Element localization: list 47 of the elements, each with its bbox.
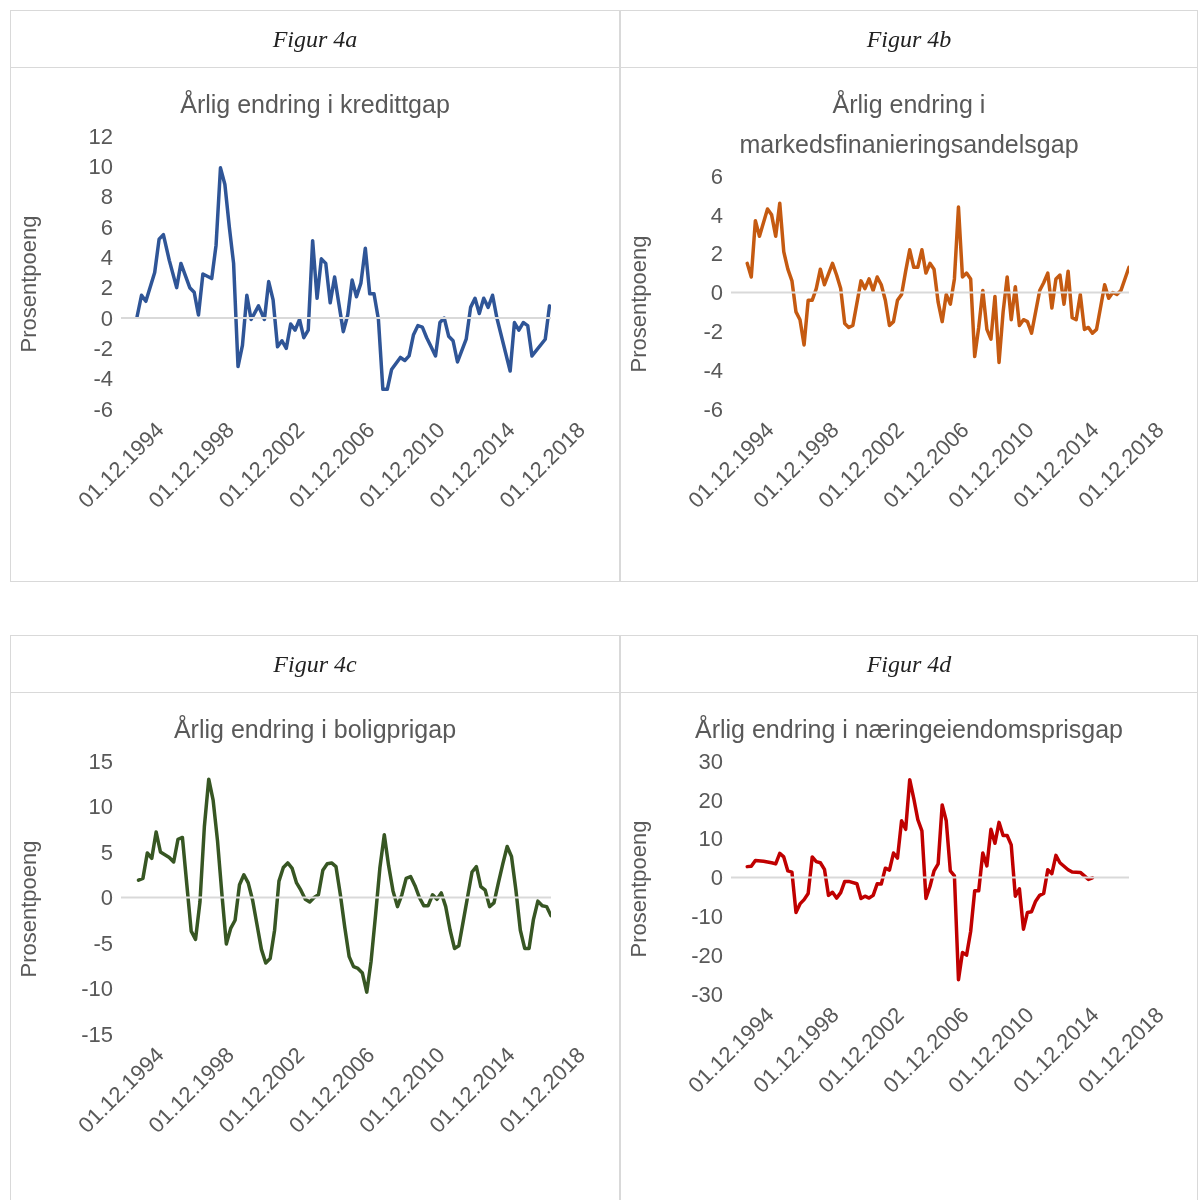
y-tick-label: 10	[88, 794, 113, 820]
y-tick-label: 0	[710, 280, 723, 306]
line-series	[135, 166, 551, 392]
chart-subtitle: Årlig endring i boligprigap	[173, 714, 457, 745]
y-tick-label: -20	[691, 942, 723, 968]
y-tick-label: 0	[100, 305, 113, 331]
y-tick-label: 2	[100, 275, 113, 301]
y-tick-label: 6	[710, 163, 723, 189]
y-tick-label: -10	[691, 904, 723, 930]
y-tick-label: 6	[100, 214, 113, 240]
y-tick-label: 10	[88, 154, 113, 180]
y-tick-label: 2	[710, 241, 723, 267]
line-series	[745, 201, 1129, 365]
y-tick-label: -15	[81, 1021, 113, 1047]
y-tick-label: -30	[691, 981, 723, 1007]
chart-title: Figur 4c	[11, 636, 619, 693]
y-tick-label: 30	[698, 748, 723, 774]
y-tick-label: -2	[703, 319, 723, 345]
y-tick-label: -5	[93, 930, 113, 956]
line-series	[136, 777, 551, 994]
line-series	[745, 777, 1095, 982]
y-tick-label: -6	[93, 396, 113, 422]
chart-subtitle: Årlig endring i kredittgap	[180, 89, 450, 120]
chart-subtitle: Årlig endring i markedsfinanieringsandelsgap	[738, 89, 1080, 160]
chart-title: Figur 4d	[621, 636, 1197, 693]
y-axis-title: Prosentpoeng	[625, 820, 651, 958]
chart-subtitle: Årlig endring i næringeiendomsprisgap	[694, 714, 1123, 745]
y-tick-label: -10	[81, 976, 113, 1002]
y-tick-label: 0	[100, 885, 113, 911]
y-tick-label: -4	[93, 366, 113, 392]
y-tick-label: 12	[88, 123, 113, 149]
y-tick-label: 20	[698, 787, 723, 813]
y-tick-label: 4	[710, 202, 723, 228]
chart-title: Figur 4a	[11, 11, 619, 68]
y-axis-title: Prosentpoeng	[625, 235, 651, 373]
y-tick-label: 5	[100, 839, 113, 865]
y-tick-label: 15	[88, 748, 113, 774]
y-tick-label: 8	[100, 184, 113, 210]
y-tick-label: -4	[703, 357, 723, 383]
y-axis-title: Prosentpoeng	[15, 840, 41, 978]
y-tick-label: -6	[703, 396, 723, 422]
y-tick-label: 0	[710, 865, 723, 891]
chart-title: Figur 4b	[621, 11, 1197, 68]
y-tick-label: -2	[93, 336, 113, 362]
y-tick-label: 4	[100, 245, 113, 271]
y-tick-label: 10	[698, 826, 723, 852]
y-axis-title: Prosentpoeng	[15, 215, 41, 353]
